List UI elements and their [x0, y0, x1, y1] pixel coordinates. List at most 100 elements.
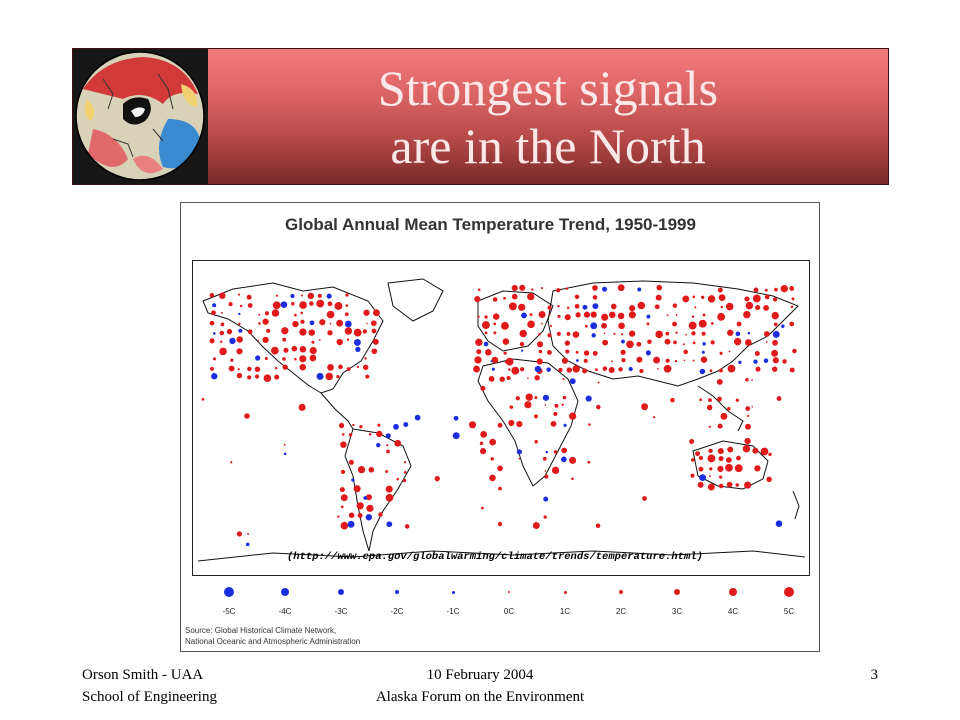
world-map: [197, 278, 806, 562]
temperature-dot: [393, 423, 399, 430]
legend-item: 3C: [657, 581, 697, 627]
temperature-legend: -5C -4C -3C -2C -1C 0C 1C 2C 3C 4C 5C: [223, 581, 794, 627]
temperature-dot: [282, 337, 287, 342]
legend-label: 4C: [727, 607, 739, 616]
temperature-dot: [236, 372, 243, 379]
temperature-dot: [255, 355, 261, 361]
temperature-dot: [701, 295, 705, 299]
temperature-dot: [403, 471, 407, 474]
temperature-dot: [692, 295, 696, 299]
temperature-dot: [547, 350, 552, 355]
temperature-dot: [551, 466, 560, 475]
temperature-dot: [672, 303, 678, 308]
temperature-dot: [655, 330, 663, 339]
temperature-dot: [394, 439, 402, 447]
temperature-dot: [694, 306, 697, 309]
temperature-dot: [629, 305, 636, 312]
temperature-dot: [309, 301, 314, 306]
temperature-dot: [620, 333, 624, 336]
temperature-dot: [247, 329, 253, 335]
temperature-dot: [377, 423, 381, 427]
temperature-dot: [220, 322, 225, 327]
temperature-dot: [508, 302, 517, 311]
temperature-dot: [789, 367, 795, 373]
temperature-dot: [468, 421, 477, 429]
temperature-dot: [742, 445, 751, 453]
temperature-dot: [542, 456, 547, 461]
temperature-dot: [653, 416, 656, 419]
temperature-dot: [688, 321, 697, 330]
temperature-dot: [590, 311, 597, 318]
temperature-dot: [368, 466, 375, 473]
temperature-dot: [727, 329, 734, 336]
temperature-dot: [743, 310, 751, 319]
temperature-dot: [316, 299, 325, 308]
temperature-dot: [493, 322, 497, 326]
temperature-dot: [707, 454, 716, 463]
temperature-dot: [396, 477, 399, 481]
temperature-dot: [645, 350, 651, 356]
temperature-dot: [629, 330, 636, 337]
temperature-dot: [485, 349, 492, 356]
legend-item: -4C: [265, 581, 305, 627]
temperature-dot: [636, 341, 642, 347]
temperature-dot: [327, 301, 333, 307]
temperature-dot: [230, 358, 234, 362]
temperature-dot: [556, 331, 561, 336]
temperature-dot: [236, 531, 243, 537]
temperature-dot: [237, 368, 240, 371]
temperature-dot: [566, 306, 570, 310]
temperature-dot: [346, 367, 351, 372]
temperature-dot: [736, 455, 741, 461]
legend-label: 3C: [671, 607, 683, 616]
temperature-dot: [683, 359, 686, 362]
temperature-dot: [601, 313, 609, 321]
temperature-dot: [244, 413, 250, 419]
temperature-dot: [764, 294, 770, 300]
temperature-dot: [527, 320, 535, 329]
temperature-dot: [744, 481, 752, 489]
temperature-dot: [516, 449, 522, 455]
temperature-dot: [719, 475, 723, 479]
temperature-dot: [376, 430, 383, 438]
temperature-dot: [348, 433, 353, 437]
figure-title: Global Annual Mean Temperature Trend, 19…: [285, 215, 696, 234]
temperature-dot: [771, 349, 778, 357]
temperature-dot: [789, 286, 795, 291]
world-map-frame: [192, 260, 810, 576]
temperature-dot: [697, 481, 704, 488]
temperature-dot: [275, 294, 278, 297]
temperature-dot: [790, 305, 794, 309]
legend-item: 5C: [769, 581, 809, 627]
temperature-dot: [283, 452, 287, 456]
temperature-dot: [755, 366, 761, 372]
temperature-dot: [336, 374, 340, 379]
temperature-dot: [263, 374, 272, 382]
temperature-dot: [291, 301, 295, 306]
temperature-dot: [747, 331, 751, 335]
temperature-dot: [386, 444, 389, 447]
temperature-dot: [735, 483, 739, 487]
temperature-dot: [562, 378, 565, 381]
temperature-dot: [636, 356, 643, 363]
temperature-dot: [403, 422, 409, 427]
temperature-dot: [641, 403, 648, 411]
temperature-dot: [534, 439, 538, 444]
temperature-dot: [299, 328, 307, 336]
temperature-dot: [565, 349, 570, 354]
temperature-dot: [351, 478, 355, 482]
arctic-globe-image: [73, 49, 208, 184]
temperature-dot: [695, 451, 701, 457]
temperature-dot: [366, 504, 374, 512]
temperature-dot: [378, 512, 383, 517]
temperature-dot: [666, 314, 669, 317]
temperature-trend-figure: Global Annual Mean Temperature Trend, 19…: [180, 202, 820, 652]
temperature-dot: [254, 366, 261, 372]
temperature-dot: [246, 294, 252, 300]
temperature-dot: [603, 332, 606, 335]
temperature-dot: [219, 347, 227, 356]
temperature-dot: [744, 296, 750, 302]
temperature-dot: [665, 358, 670, 363]
temperature-dot: [341, 433, 345, 436]
temperature-dot: [727, 364, 736, 373]
